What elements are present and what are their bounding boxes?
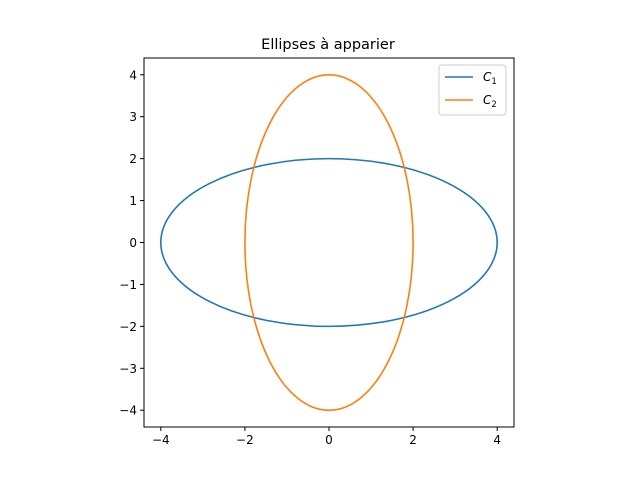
y-tick-label: −4 [119,404,137,418]
x-tick-label: 0 [325,433,333,447]
legend-label-c1: C1 [483,70,497,87]
y-tick-label: 2 [129,152,137,166]
series-line-c1 [160,157,498,328]
y-tick-label: 0 [129,236,137,250]
y-tick-label: 3 [129,110,137,124]
y-tick-label: 4 [129,68,137,82]
plot-area [160,73,498,412]
chart-title: Ellipses à apparier [261,37,395,53]
x-tick-label: 2 [409,433,417,447]
series-line-c2 [244,73,414,412]
y-tick-label: −2 [119,320,137,334]
y-tick-label: −1 [119,278,137,292]
x-tick-label: −2 [236,433,254,447]
y-tick-label: 1 [129,194,137,208]
y-tick-label: −3 [119,362,137,376]
x-tick-label: 4 [493,433,501,447]
legend-label-c2: C2 [483,93,497,110]
x-tick-label: −4 [152,433,170,447]
axis-ticks: −4 −2 0 2 4 −4 −3 −2 −1 0 1 2 3 4 [119,68,501,447]
